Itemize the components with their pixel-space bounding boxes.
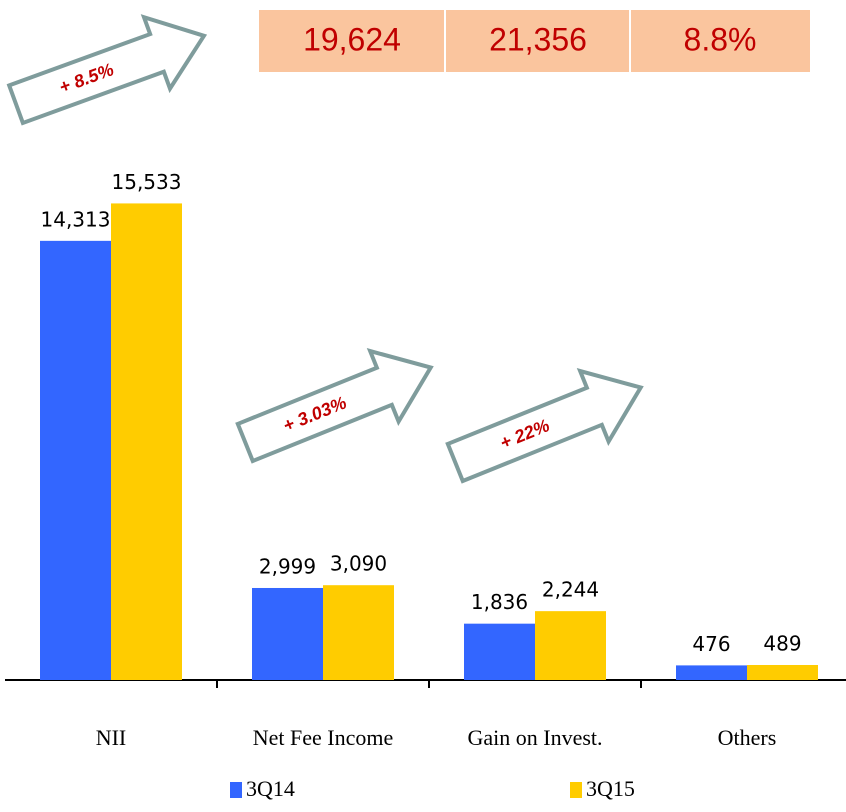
bar [747, 664, 818, 680]
value-label: 15,533 [112, 170, 182, 194]
legend-label: 3Q15 [586, 776, 635, 801]
x-tick-label: Others [718, 725, 777, 750]
bar [323, 585, 394, 680]
x-tick-label: NII [96, 725, 127, 750]
summary-value: 19,624 [303, 21, 401, 57]
value-label: 476 [692, 632, 730, 656]
x-tick-label: Gain on Invest. [467, 725, 602, 750]
growth-arrow: + 3.03% [235, 348, 434, 464]
value-label: 2,244 [542, 578, 599, 602]
x-tick-label: Net Fee Income [253, 725, 394, 750]
bar [676, 665, 747, 680]
bar [40, 240, 111, 680]
summary-value: 21,356 [489, 21, 587, 57]
growth-arrow: + 8.5% [6, 14, 208, 126]
bar [464, 623, 535, 680]
legend-label: 3Q14 [246, 776, 295, 801]
value-label: 489 [763, 631, 801, 655]
value-label: 3,090 [330, 552, 387, 576]
bar [111, 203, 182, 680]
bar [252, 587, 323, 680]
growth-arrow: + 22% [445, 368, 644, 484]
value-label: 14,313 [41, 207, 111, 231]
value-label: 2,999 [259, 554, 316, 578]
summary-box [259, 10, 810, 72]
legend-swatch [230, 782, 242, 798]
value-label: 1,836 [471, 590, 528, 614]
bar [535, 611, 606, 680]
legend-swatch [570, 782, 582, 798]
summary-value: 8.8% [684, 21, 757, 57]
